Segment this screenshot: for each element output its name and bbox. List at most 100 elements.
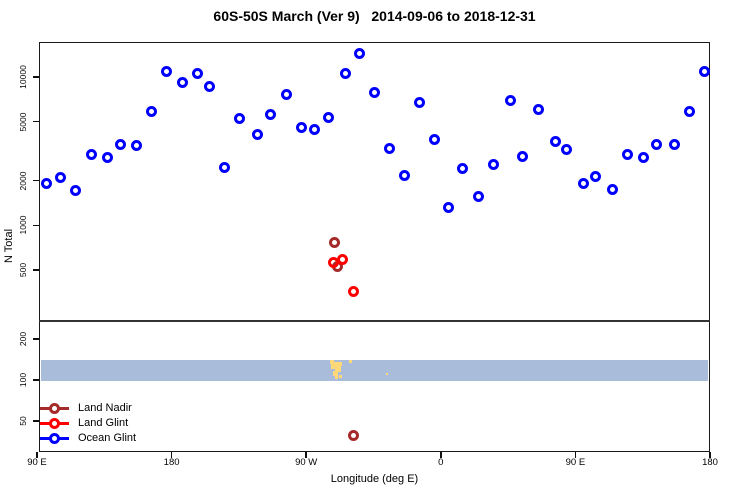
ocean-glint-point bbox=[590, 170, 602, 182]
legend-row-land-nadir: Land Nadir bbox=[40, 401, 200, 416]
legend-label: Land Glint bbox=[78, 417, 129, 429]
x-tick-mark bbox=[305, 452, 307, 458]
y-tick-mark bbox=[33, 338, 39, 340]
panel-separator-line bbox=[39, 320, 710, 322]
ocean-glint-point bbox=[54, 172, 66, 183]
land-mark bbox=[385, 373, 388, 376]
y-tick-label: 1000 bbox=[18, 215, 28, 235]
x-tick-label: 90 E bbox=[565, 457, 586, 468]
legend-circle-swatch bbox=[49, 418, 60, 429]
y-tick-label: 50 bbox=[18, 416, 28, 426]
legend-label: Land Nadir bbox=[78, 402, 132, 414]
land-mark bbox=[337, 362, 342, 367]
ocean-glint-point bbox=[683, 106, 695, 118]
y-tick-label: 200 bbox=[18, 331, 28, 347]
land-mark bbox=[348, 360, 352, 364]
land-nadir-point bbox=[329, 237, 341, 249]
land-mark bbox=[332, 371, 338, 377]
ocean-glint-point bbox=[280, 88, 292, 100]
ocean-glint-point bbox=[176, 77, 188, 89]
ocean-glint-point bbox=[698, 65, 710, 77]
ocean-glint-point bbox=[340, 67, 352, 79]
legend-circle-swatch bbox=[49, 403, 60, 414]
ocean-glint-point bbox=[115, 139, 127, 151]
legend-label: Ocean Glint bbox=[78, 432, 137, 444]
x-tick-mark bbox=[574, 452, 577, 458]
ocean-glint-point bbox=[413, 96, 425, 108]
land-mark bbox=[330, 360, 335, 365]
y-tick-mark bbox=[33, 224, 39, 227]
ocean-glint-point bbox=[516, 151, 528, 163]
ocean-glint-point bbox=[622, 149, 634, 161]
ocean-glint-point bbox=[560, 143, 572, 155]
ocean-glint-point bbox=[651, 139, 663, 151]
x-axis-title: Longitude (deg E) bbox=[330, 473, 419, 485]
x-tick-mark bbox=[709, 452, 711, 458]
chart-title: 60S-50S March (Ver 9) 2014-09-06 to 2018… bbox=[213, 8, 536, 24]
y-tick-label: 500 bbox=[18, 262, 28, 278]
ocean-glint-point bbox=[204, 81, 216, 93]
ocean-glint-point bbox=[252, 128, 264, 140]
ocean-glint-point bbox=[69, 185, 81, 197]
ocean-glint-point bbox=[399, 170, 411, 182]
ocean-glint-point bbox=[264, 109, 276, 121]
ocean-glint-point bbox=[234, 112, 246, 124]
ocean-glint-point bbox=[219, 162, 231, 174]
land-mark bbox=[335, 376, 339, 380]
y-tick-label: 2000 bbox=[18, 171, 28, 191]
y-tick-mark bbox=[33, 120, 39, 123]
ocean-glint-point bbox=[533, 103, 545, 115]
latitude-band bbox=[41, 359, 708, 381]
ocean-glint-point bbox=[41, 178, 53, 190]
land-glint-point bbox=[336, 253, 348, 265]
y-tick-mark bbox=[33, 179, 39, 182]
ocean-glint-point bbox=[578, 178, 590, 190]
x-tick-label: 180 bbox=[163, 457, 180, 468]
legend-row-ocean-glint: Ocean Glint bbox=[40, 431, 200, 446]
ocean-glint-point bbox=[101, 151, 113, 163]
ocean-glint-point bbox=[383, 143, 395, 155]
y-tick-mark bbox=[33, 379, 39, 381]
ocean-glint-point bbox=[191, 67, 203, 79]
legend-row-land-glint: Land Glint bbox=[40, 416, 200, 431]
legend-circle-swatch bbox=[49, 433, 60, 444]
land-mark bbox=[334, 365, 341, 372]
y-axis-title: N Total bbox=[3, 228, 15, 264]
x-tick-label: 90 W bbox=[295, 457, 318, 468]
ocean-glint-point bbox=[160, 65, 172, 77]
ocean-glint-point bbox=[504, 95, 516, 107]
ocean-glint-point bbox=[473, 190, 485, 202]
x-tick-label: 90 E bbox=[27, 457, 47, 468]
x-tick-mark bbox=[170, 452, 173, 458]
ocean-glint-point bbox=[368, 87, 380, 99]
ocean-glint-point bbox=[353, 48, 365, 60]
land-nadir-point bbox=[347, 430, 359, 442]
y-tick-label: 100 bbox=[18, 372, 28, 388]
y-tick-mark bbox=[33, 269, 39, 271]
ocean-glint-point bbox=[606, 184, 618, 196]
plot-area-border bbox=[39, 42, 710, 452]
ocean-glint-point bbox=[323, 112, 335, 124]
ocean-glint-point bbox=[308, 123, 320, 135]
ocean-glint-point bbox=[456, 163, 468, 175]
y-tick-label: 10000 bbox=[18, 65, 28, 89]
ocean-glint-point bbox=[637, 152, 649, 164]
y-tick-mark bbox=[33, 76, 39, 78]
land-glint-point bbox=[347, 285, 359, 297]
ocean-glint-point bbox=[86, 149, 98, 161]
x-tick-label: 180 bbox=[702, 457, 718, 468]
ocean-glint-point bbox=[442, 202, 454, 214]
y-tick-mark bbox=[33, 420, 39, 422]
ocean-glint-point bbox=[668, 139, 680, 151]
x-tick-mark bbox=[36, 452, 38, 458]
ocean-glint-point bbox=[145, 106, 157, 118]
y-tick-label: 5000 bbox=[18, 112, 28, 132]
ocean-glint-point bbox=[428, 133, 440, 145]
land-mark bbox=[339, 375, 343, 379]
ocean-glint-point bbox=[550, 136, 562, 148]
ocean-glint-point bbox=[296, 121, 308, 133]
ocean-glint-point bbox=[130, 140, 142, 152]
ocean-glint-point bbox=[488, 159, 500, 170]
x-tick-label: 0 bbox=[438, 457, 444, 468]
